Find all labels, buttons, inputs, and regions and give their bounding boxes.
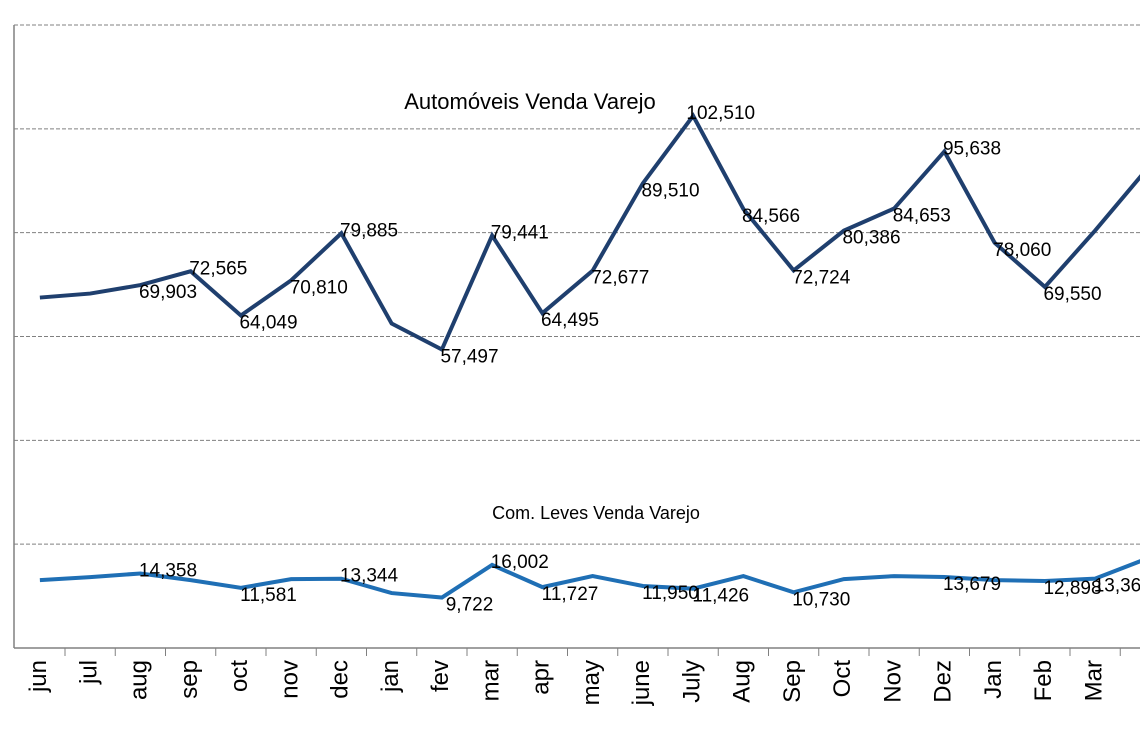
x-tick-label: may	[578, 660, 605, 705]
data-label: 14,358	[139, 560, 197, 581]
data-label: 79,885	[340, 220, 398, 241]
data-label: 70,810	[290, 277, 348, 298]
x-tick-label: aug	[126, 660, 153, 700]
data-label: 11,426	[692, 586, 749, 607]
data-label: 79,441	[491, 223, 549, 244]
data-label: 84,653	[893, 206, 951, 227]
data-label: 72,677	[591, 268, 649, 289]
data-label: 11,950	[642, 583, 699, 604]
data-label: 84,566	[742, 206, 800, 227]
data-label: 69,903	[139, 282, 197, 303]
data-label: 80,386	[842, 228, 900, 249]
data-label: 10,730	[792, 589, 850, 610]
data-label: 11,581	[240, 585, 297, 606]
data-label: 13,344	[340, 566, 399, 587]
data-label: 95,638	[943, 138, 1001, 159]
x-tick-label: Jan	[980, 660, 1007, 699]
series-label: Automóveis Venda Varejo	[404, 89, 656, 114]
x-tick-label: jul	[75, 660, 102, 685]
x-tick-label: jan	[377, 660, 404, 693]
data-label: 11,727	[542, 584, 599, 605]
x-tick-label: fev	[427, 660, 454, 692]
series-line	[39, 112, 1140, 353]
x-tick-label: apr	[528, 660, 555, 695]
x-tick-label: Oct	[829, 660, 856, 698]
x-tick-label: Dez	[930, 660, 957, 703]
x-tick-label: July	[678, 660, 705, 703]
data-label: 72,724	[792, 267, 851, 288]
x-tick-label: sep	[176, 660, 203, 699]
x-tick-label: Mar	[1080, 660, 1107, 701]
x-tick-label: Feb	[1030, 660, 1057, 701]
x-tick-label: nov	[276, 660, 303, 699]
data-label: 12,898	[1043, 578, 1101, 599]
data-label: 89,510	[641, 180, 699, 201]
data-label: 102,510	[686, 103, 755, 124]
data-label: 69,550	[1043, 284, 1101, 305]
x-tick-label: june	[628, 660, 655, 706]
data-label: 72,565	[189, 258, 247, 279]
x-tick-label: mar	[477, 660, 504, 701]
x-tick-label: dec	[327, 660, 354, 699]
data-label: 9,722	[446, 595, 494, 616]
x-tick-label: Aug	[729, 660, 756, 703]
x-tick-label: Sep	[779, 660, 806, 703]
x-tick-label: jun	[25, 660, 52, 693]
data-label: 64,049	[239, 312, 297, 333]
series-line	[39, 559, 1140, 600]
data-label: 57,497	[440, 347, 498, 368]
data-label: 13,365	[1094, 576, 1140, 597]
data-label: 64,495	[541, 310, 599, 331]
data-label: 78,060	[993, 240, 1051, 261]
x-tick-label: oct	[226, 660, 253, 692]
data-label: 13,679	[943, 574, 1001, 595]
data-label: 16,002	[491, 552, 549, 573]
x-tick-label: Nov	[879, 660, 906, 703]
series-label: Com. Leves Venda Varejo	[492, 503, 700, 523]
